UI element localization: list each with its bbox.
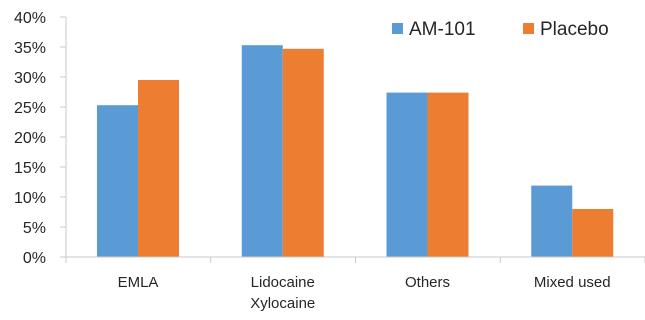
y-tick-label: 10% xyxy=(14,190,46,207)
legend-swatch xyxy=(523,23,534,34)
legend-label: Placebo xyxy=(540,19,609,40)
bar-placebo-2 xyxy=(427,92,469,257)
bar-placebo-1 xyxy=(282,48,324,257)
y-tick-label: 5% xyxy=(23,220,46,237)
legend: AM-101 Placebo xyxy=(392,19,609,40)
bar-placebo-0 xyxy=(138,80,179,257)
bar-placebo-3 xyxy=(572,209,614,257)
x-category-label: EMLA xyxy=(118,274,159,291)
legend-label: AM-101 xyxy=(409,19,476,40)
x-category-label: Xylocaine xyxy=(250,295,315,312)
y-tick-label: 35% xyxy=(14,40,46,57)
x-category-label: Lidocaine xyxy=(251,274,315,291)
bar-am-101-2 xyxy=(386,92,428,257)
x-axis-labels: EMLA Lidocaine Xylocaine Others Mixed used xyxy=(118,274,611,312)
x-category-label: Others xyxy=(405,274,450,291)
y-tick-label: 20% xyxy=(14,130,46,147)
y-axis-ticks: 0% 5% 10% 15% 20% 25% 30% 35% 40% xyxy=(14,10,645,267)
bars xyxy=(97,45,614,258)
y-tick-label: 15% xyxy=(14,160,46,177)
bar-am-101-1 xyxy=(241,45,283,258)
y-tick-label: 30% xyxy=(14,70,46,87)
y-tick-label: 0% xyxy=(23,250,46,267)
legend-swatch xyxy=(392,23,403,34)
y-tick-label: 25% xyxy=(14,100,46,117)
bar-am-101-3 xyxy=(531,185,573,257)
y-tick-label: 40% xyxy=(14,10,46,27)
bar-am-101-0 xyxy=(97,105,138,257)
x-category-label: Mixed used xyxy=(534,274,611,291)
